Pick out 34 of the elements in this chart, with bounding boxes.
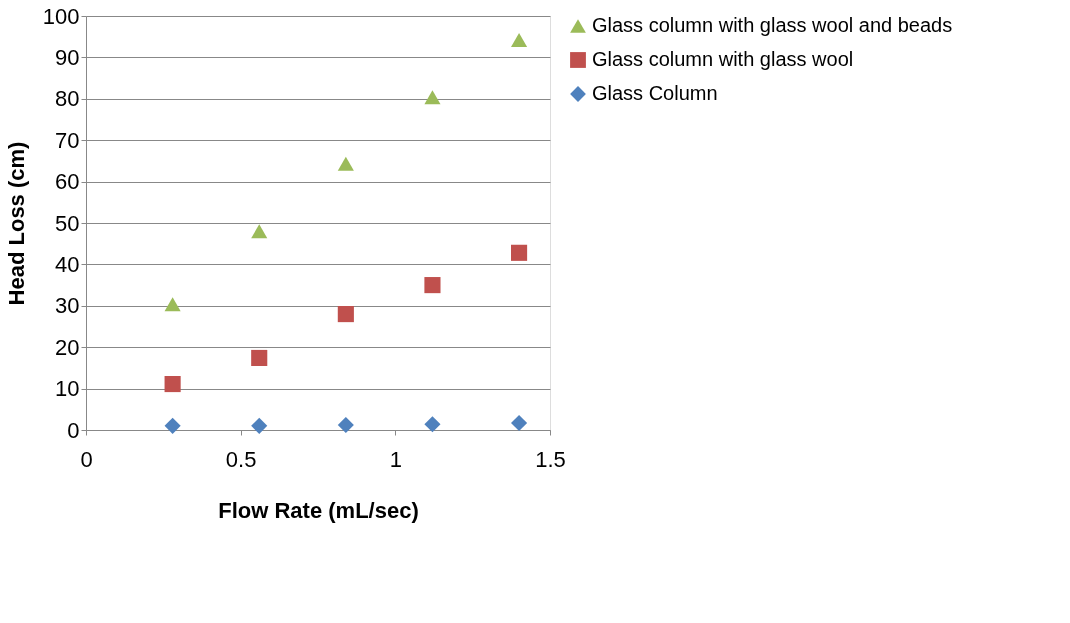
x-tick-label: 1.5 [535,446,566,472]
legend-label: Glass column with glass wool and beads [592,14,953,36]
x-axis-title: Flow Rate (mL/sec) [218,497,419,523]
point [164,297,181,312]
legend-label: Glass Column [592,82,718,104]
x-tick-label: 0.5 [225,446,257,472]
y-tick-label: 30 [55,293,80,319]
point [251,417,268,434]
point [424,277,441,294]
point [337,156,354,171]
y-axis-title: Head Loss (cm) [3,141,29,306]
y-tick-label: 40 [55,251,80,277]
y-tick-label: 0 [67,417,80,443]
y-tick-label: 80 [55,86,80,112]
point [424,90,441,105]
point [251,224,268,239]
x-tick-label: 1 [389,446,402,472]
point [164,417,181,434]
y-tick-label: 20 [55,334,80,360]
point [337,416,354,434]
y-tick-label: 90 [55,44,80,70]
y-tick-label: 10 [55,376,80,402]
point [337,306,354,323]
point [164,375,181,393]
point [511,414,528,432]
point [251,349,268,367]
legend-label: Glass column with glass wool [592,48,854,70]
y-tick-label: 70 [55,127,80,153]
point [424,416,441,433]
y-tick-label: 100 [42,3,80,29]
y-tick-label: 60 [55,169,80,195]
y-tick-label: 50 [55,210,80,236]
point [511,33,528,47]
point [511,244,528,261]
